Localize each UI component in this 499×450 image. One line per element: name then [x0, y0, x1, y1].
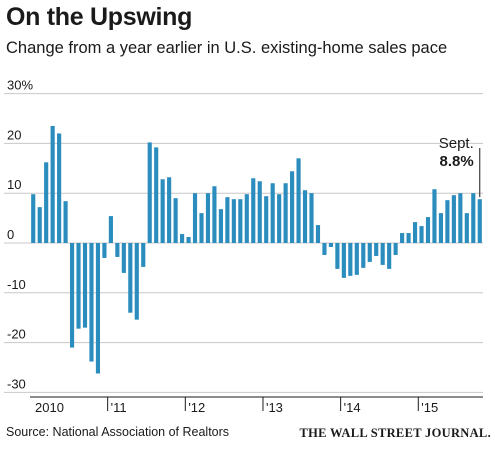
bar: [400, 233, 405, 243]
bar: [44, 162, 49, 243]
bar: [283, 183, 288, 243]
bar: [212, 186, 217, 243]
bar: [309, 193, 314, 243]
bar: [393, 243, 398, 255]
bar: [270, 183, 275, 243]
bar: [464, 213, 469, 243]
bar: [69, 243, 75, 348]
bar: [244, 194, 249, 243]
bar: [147, 142, 152, 243]
x-tick-label: '15: [421, 400, 438, 415]
y-tick-label: 0: [7, 227, 14, 242]
x-tick-label: '11: [111, 400, 127, 415]
y-tick-label: -10: [7, 277, 26, 292]
bar: [121, 243, 126, 273]
bar: [205, 193, 211, 243]
bar: [180, 234, 185, 243]
chart-title: On the Upswing: [6, 3, 193, 31]
bar: [380, 243, 385, 265]
chart-subtitle: Change from a year earlier in U.S. exist…: [6, 39, 448, 57]
y-tick-label: -20: [7, 327, 26, 342]
bar: [50, 125, 55, 243]
bar: [186, 237, 191, 243]
bar: [412, 222, 418, 243]
bar: [296, 158, 301, 243]
bar: [89, 243, 94, 362]
bar: [238, 199, 243, 243]
bar: [141, 243, 146, 267]
bar: [348, 243, 353, 276]
y-tick-label: 30%: [7, 78, 33, 93]
bar: [328, 243, 333, 247]
bar: [451, 195, 456, 243]
bar: [438, 213, 443, 243]
bar: [82, 243, 88, 328]
bar: [128, 243, 133, 313]
bar: [264, 196, 269, 243]
bar: [432, 189, 437, 243]
bar: [341, 243, 346, 278]
bar: [95, 243, 101, 374]
bar: [57, 133, 62, 243]
bar: [406, 233, 411, 243]
bar: [251, 178, 256, 243]
x-axis: 2010 '11 '12 '13 '14 '15: [30, 396, 483, 415]
x-tick-label: '14: [344, 400, 361, 415]
bar: [322, 243, 327, 255]
bar: [63, 201, 68, 243]
bar: [471, 193, 476, 243]
bar: [115, 243, 120, 257]
bar: [445, 200, 450, 243]
bar: [160, 179, 165, 243]
bar: [173, 198, 178, 243]
bar: [290, 171, 295, 243]
bar: [387, 243, 392, 269]
bar: [218, 209, 223, 243]
bar: [302, 190, 308, 243]
y-tick-label: -30: [7, 376, 26, 391]
bar: [192, 193, 198, 243]
bar: [167, 177, 172, 243]
bar: [354, 243, 359, 275]
bar: [335, 243, 340, 269]
y-tick-label: 10: [7, 177, 21, 192]
y-axis-labels: 30% 20 10 0 -10 -20 -30: [7, 78, 33, 392]
x-tick-label: '13: [266, 400, 283, 415]
bar: [76, 243, 81, 329]
annotation-month: Sept.: [439, 135, 474, 152]
bar: [374, 243, 379, 256]
bar: [102, 243, 107, 258]
bar: [154, 147, 159, 243]
source-note: Source: National Association of Realtors: [6, 425, 230, 439]
annotation-value: 8.8%: [440, 153, 474, 170]
annotation: Sept. 8.8%: [439, 135, 481, 198]
bar: [225, 197, 230, 243]
bar: [367, 243, 372, 262]
bar: [134, 243, 139, 320]
bar: [419, 226, 424, 243]
bar: [425, 217, 431, 243]
bar: [231, 199, 236, 243]
bar: [199, 213, 204, 243]
x-tick-label: 2010: [35, 400, 64, 415]
bar: [361, 243, 366, 268]
gridlines: [4, 93, 483, 393]
bar: [477, 199, 482, 243]
bar: [37, 207, 42, 243]
y-tick-label: 20: [7, 127, 21, 142]
publisher-credit: THE WALL STREET JOURNAL.: [299, 426, 491, 440]
bar: [315, 225, 321, 243]
bar: [277, 194, 282, 243]
bar: [458, 193, 463, 243]
bar: [31, 194, 36, 243]
bars: [31, 125, 482, 374]
bar: [108, 216, 113, 243]
bar: [257, 181, 262, 243]
x-tick-label: '12: [188, 400, 205, 415]
